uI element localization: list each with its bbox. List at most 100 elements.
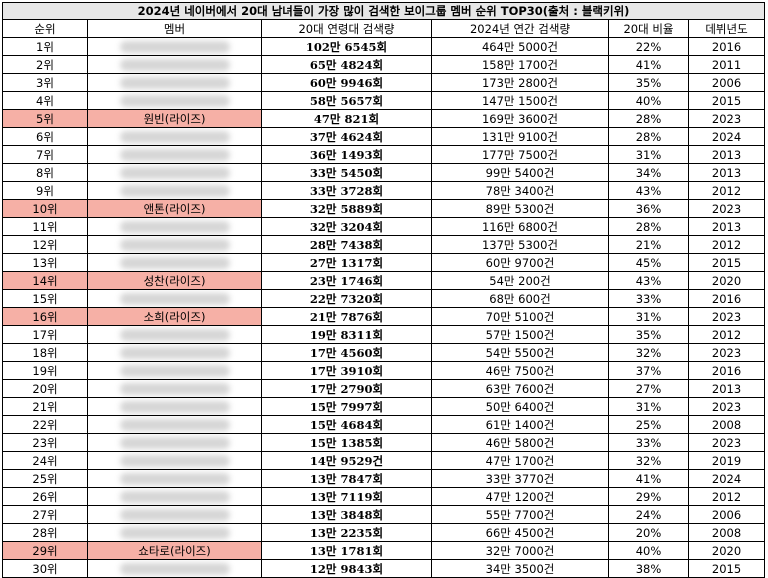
ratio-cell: 32% xyxy=(608,451,689,470)
redacted-name-blur xyxy=(119,437,230,449)
age-search-cell: 13만 3848회 xyxy=(261,505,432,524)
table-row: 29위 쇼타로(라이즈) 13만 1781회 32만 7000건 40% 2020 xyxy=(2,541,766,560)
age-search-cell: 27만 1317회 xyxy=(261,253,432,272)
ratio-cell: 33% xyxy=(608,433,689,452)
rank-cell: 2위 xyxy=(2,55,88,74)
annual-search-cell: 57만 1500건 xyxy=(431,325,609,344)
ratio-cell: 34% xyxy=(608,163,689,182)
rank-cell: 15위 xyxy=(2,289,88,308)
age-search-cell: 58만 5657회 xyxy=(261,91,432,110)
table-row: 11위 32만 3204회 116만 6800건 28% 2013 xyxy=(2,217,766,236)
age-search-cell: 47만 821회 xyxy=(261,109,432,128)
age-search-cell: 23만 1746회 xyxy=(261,271,432,290)
table-row: 1위 102만 6545회 464만 5000건 22% 2016 xyxy=(2,37,766,56)
redacted-name-blur xyxy=(119,95,230,107)
member-name-cell xyxy=(87,559,262,578)
debut-cell: 2015 xyxy=(687,559,766,578)
header-rank: 순위 xyxy=(2,19,88,38)
ratio-cell: 40% xyxy=(608,91,689,110)
member-name-cell xyxy=(87,361,262,380)
ratio-cell: 29% xyxy=(608,487,689,506)
ratio-cell: 35% xyxy=(608,73,689,92)
annual-search-cell: 32만 7000건 xyxy=(431,541,609,560)
debut-cell: 2015 xyxy=(687,253,766,272)
ratio-cell: 32% xyxy=(608,343,689,362)
table-row: 5위 원빈(라이즈) 47만 821회 169만 3600건 28% 2023 xyxy=(2,109,766,128)
rank-cell: 6위 xyxy=(2,127,88,146)
table-row: 10위 앤톤(라이즈) 32만 5889회 89만 5300건 36% 2023 xyxy=(2,199,766,218)
rank-cell: 23위 xyxy=(2,433,88,452)
rank-cell: 30위 xyxy=(2,559,88,578)
rank-cell: 25위 xyxy=(2,469,88,488)
redacted-name-blur xyxy=(119,419,230,431)
redacted-name-blur xyxy=(119,347,230,359)
annual-search-cell: 54만 5500건 xyxy=(431,343,609,362)
annual-search-cell: 47만 1700건 xyxy=(431,451,609,470)
ratio-cell: 40% xyxy=(608,541,689,560)
redacted-name-blur xyxy=(119,221,230,233)
age-search-cell: 102만 6545회 xyxy=(261,37,432,56)
member-name-cell xyxy=(87,469,262,488)
debut-cell: 2023 xyxy=(687,307,766,326)
member-name-cell: 성찬(라이즈) xyxy=(87,271,262,290)
rank-cell: 5위 xyxy=(2,109,88,128)
rank-cell: 4위 xyxy=(2,91,88,110)
redacted-name-blur xyxy=(119,509,230,521)
rank-cell: 13위 xyxy=(2,253,88,272)
rank-cell: 11위 xyxy=(2,217,88,236)
ratio-cell: 31% xyxy=(608,145,689,164)
ratio-cell: 41% xyxy=(608,469,689,488)
age-search-cell: 13만 7847회 xyxy=(261,469,432,488)
table-row: 26위 13만 7119회 47만 1200건 29% 2012 xyxy=(2,487,766,506)
member-name-cell xyxy=(87,505,262,524)
age-search-cell: 60만 9946회 xyxy=(261,73,432,92)
table-row: 4위 58만 5657회 147만 1500건 40% 2015 xyxy=(2,91,766,110)
redacted-name-blur xyxy=(119,149,230,161)
ratio-cell: 25% xyxy=(608,415,689,434)
member-name-cell xyxy=(87,325,262,344)
annual-search-cell: 46만 7500건 xyxy=(431,361,609,380)
table-row: 12위 28만 7438회 137만 5300건 21% 2012 xyxy=(2,235,766,254)
table-row: 15위 22만 7320회 68만 600건 33% 2016 xyxy=(2,289,766,308)
debut-cell: 2011 xyxy=(687,55,766,74)
debut-cell: 2012 xyxy=(687,235,766,254)
rank-cell: 29위 xyxy=(2,541,88,560)
debut-cell: 2020 xyxy=(687,541,766,560)
table-row: 7위 36만 1493회 177만 7500건 31% 2013 xyxy=(2,145,766,164)
table-row: 25위 13만 7847회 33만 3770건 41% 2024 xyxy=(2,469,766,488)
ratio-cell: 22% xyxy=(608,37,689,56)
ratio-cell: 28% xyxy=(608,127,689,146)
redacted-name-blur xyxy=(119,131,230,143)
table-row: 18위 17만 4560회 54만 5500건 32% 2023 xyxy=(2,343,766,362)
age-search-cell: 33만 3728회 xyxy=(261,181,432,200)
ratio-cell: 33% xyxy=(608,289,689,308)
age-search-cell: 21만 7876회 xyxy=(261,307,432,326)
redacted-name-blur xyxy=(119,365,230,377)
debut-cell: 2013 xyxy=(687,217,766,236)
redacted-name-blur xyxy=(119,491,230,503)
redacted-name-blur xyxy=(119,239,230,251)
redacted-name-blur xyxy=(119,455,230,467)
ratio-cell: 37% xyxy=(608,361,689,380)
rank-cell: 18위 xyxy=(2,343,88,362)
age-search-cell: 12만 9843회 xyxy=(261,559,432,578)
age-search-cell: 17만 4560회 xyxy=(261,343,432,362)
member-name-cell xyxy=(87,91,262,110)
rank-cell: 3위 xyxy=(2,73,88,92)
redacted-name-blur xyxy=(119,185,230,197)
debut-cell: 2015 xyxy=(687,91,766,110)
annual-search-cell: 99만 5400건 xyxy=(431,163,609,182)
age-search-cell: 15만 4684회 xyxy=(261,415,432,434)
ratio-cell: 43% xyxy=(608,181,689,200)
age-search-cell: 37만 4624회 xyxy=(261,127,432,146)
annual-search-cell: 89만 5300건 xyxy=(431,199,609,218)
member-name-cell xyxy=(87,415,262,434)
debut-cell: 2012 xyxy=(687,487,766,506)
rank-cell: 10위 xyxy=(2,199,88,218)
member-name-cell xyxy=(87,235,262,254)
debut-cell: 2024 xyxy=(687,469,766,488)
header-annual-search: 2024년 연간 검색량 xyxy=(431,19,609,38)
member-name-cell xyxy=(87,37,262,56)
member-name-cell: 원빈(라이즈) xyxy=(87,109,262,128)
rank-cell: 28위 xyxy=(2,523,88,542)
